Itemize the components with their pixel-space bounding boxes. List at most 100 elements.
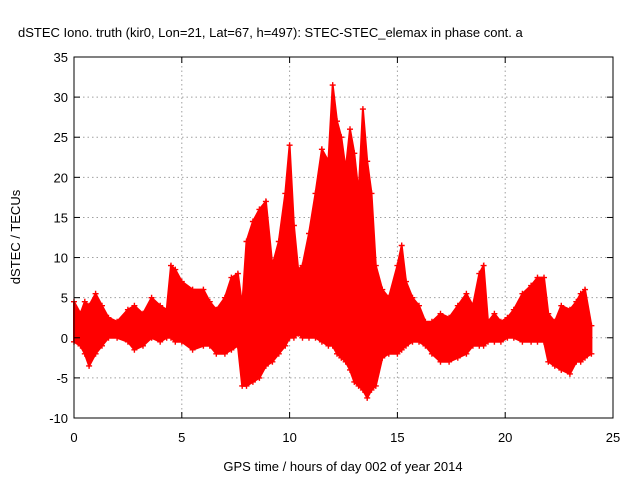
data-point-upper [81,298,88,305]
data-point-lower [566,370,573,377]
data-point-upper [403,278,409,285]
data-point-upper [573,298,580,305]
data-point-upper [312,190,319,197]
data-point-lower [409,338,416,345]
data-point-lower [364,394,371,401]
x-tick-label: 25 [606,430,620,445]
data-point-lower [99,342,105,349]
data-point-upper [485,318,491,325]
data-point-lower [416,338,422,345]
data-point-lower [534,338,541,345]
data-point-upper [243,238,250,245]
data-point-upper [124,306,131,313]
data-point-lower [105,334,112,341]
data-point-lower [528,338,535,345]
data-point-lower [206,342,213,349]
data-point-lower [295,330,302,337]
data-point-upper [157,302,164,309]
data-point-lower [582,354,588,361]
data-point-upper [77,310,84,317]
data-point-lower [306,334,312,341]
data-point-upper [446,314,453,321]
data-point-upper [178,278,185,285]
data-point-upper [398,242,405,249]
data-point-upper [338,134,345,141]
data-point-lower [200,342,207,349]
y-tick-label: -5 [56,371,68,386]
data-point-upper [239,302,246,309]
data-point-lower [221,350,228,357]
axis-ticks [73,56,614,419]
x-tick-label: 5 [178,430,185,445]
data-point-upper [290,222,297,229]
data-point-lower [282,342,289,349]
data-point-upper [551,318,558,325]
data-point-upper [355,190,362,197]
data-point-upper [582,286,588,293]
data-point-upper [577,290,584,297]
data-point-lower [510,334,517,341]
data-point-upper [269,262,276,269]
data-point-upper [140,310,146,317]
data-point-lower [558,366,565,373]
data-point-lower [228,346,235,353]
data-point-lower [262,362,269,369]
data-point-lower [131,346,138,353]
data-point-lower [329,342,336,349]
data-point-lower [77,342,84,349]
data-point-upper [497,318,504,325]
data-point-lower [157,338,164,345]
data-point-upper [329,82,336,89]
data-point-lower [385,350,392,357]
data-point-lower [428,350,435,357]
data-point-upper [428,318,435,325]
data-point-upper [172,266,179,273]
data-point-upper [306,230,312,237]
data-point-upper [480,262,487,269]
data-point-lower [588,350,595,357]
data-point-upper [469,302,476,309]
data-point-upper [318,146,325,153]
data-point-lower [446,358,453,365]
y-tick-label: 35 [54,50,68,65]
data-point-upper [221,294,228,301]
data-point-upper [262,198,269,205]
data-point-upper [286,142,293,149]
data-point-upper [86,302,93,309]
data-point-lower [504,334,511,341]
data-point-lower [469,342,476,349]
data-point-lower [545,358,552,365]
data-point-lower [243,382,250,389]
data-point-lower [347,366,353,373]
data-point-lower [491,338,498,345]
data-point-lower [213,350,220,357]
data-point-lower [577,358,584,365]
data-point-upper [299,262,306,269]
data-point-lower [178,338,185,345]
data-point-lower [334,350,340,357]
data-point-upper [416,302,422,309]
data-point-lower [379,354,386,361]
data-point-lower [189,346,196,353]
data-point-upper [558,302,565,309]
data-point-lower [497,338,504,345]
data-point-upper [422,318,429,325]
data-point-lower [422,342,429,349]
y-tick-label: 15 [54,210,68,225]
data-point-upper [476,270,483,277]
data-point-upper [372,262,379,269]
y-tick-label: 25 [54,130,68,145]
data-point-lower [114,334,121,341]
data-point-lower [234,342,241,349]
data-point-upper [114,318,121,325]
data-point-upper [437,310,444,317]
data-point-lower [290,334,297,341]
x-tick-label: 0 [70,430,77,445]
data-point-lower [124,338,131,345]
data-point-lower [275,350,282,357]
y-tick-label: -10 [49,411,68,426]
data-point-lower [485,338,491,345]
data-point-lower [437,358,444,365]
data-point-upper [131,302,138,309]
data-point-upper [189,286,196,293]
